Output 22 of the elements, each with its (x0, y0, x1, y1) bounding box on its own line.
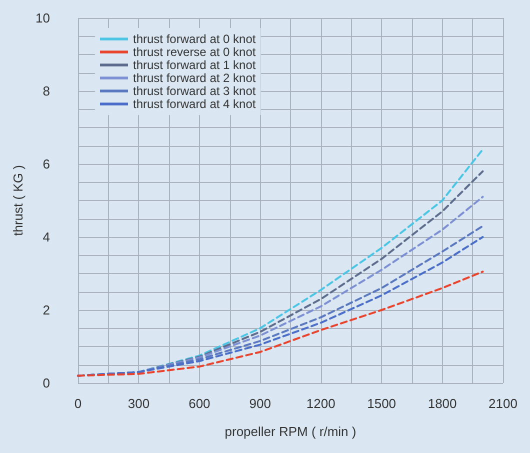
y-tick-label: 0 (42, 376, 50, 390)
y-tick-label: 2 (42, 302, 50, 318)
y-tick-label: 10 (36, 10, 50, 26)
legend-label: thrust forward at 1 knot (133, 58, 256, 72)
x-tick-label: 1800 (428, 396, 457, 411)
x-tick-label: 600 (188, 396, 210, 411)
x-tick-label: 2100 (488, 396, 518, 411)
y-axis-title: thrust ( KG ) (10, 165, 26, 236)
legend-label: thrust forward at 4 knot (133, 97, 256, 111)
x-axis-title: propeller RPM ( r/min ) (224, 424, 356, 439)
y-tick-label: 8 (42, 84, 50, 98)
x-tick-label: 1200 (306, 396, 336, 411)
y-tick-label: 4 (42, 230, 50, 244)
legend-label: thrust reverse at 0 knot (133, 45, 256, 59)
y-tick-label: 6 (42, 156, 50, 172)
legend-label: thrust forward at 0 knot (133, 32, 256, 46)
legend-label: thrust forward at 2 knot (133, 71, 256, 85)
x-tick-label: 900 (249, 396, 271, 411)
x-tick-label: 300 (128, 396, 150, 411)
legend-label: thrust forward at 3 knot (133, 84, 256, 98)
x-tick-label: 0 (74, 396, 82, 411)
x-tick-label: 1500 (367, 396, 396, 411)
